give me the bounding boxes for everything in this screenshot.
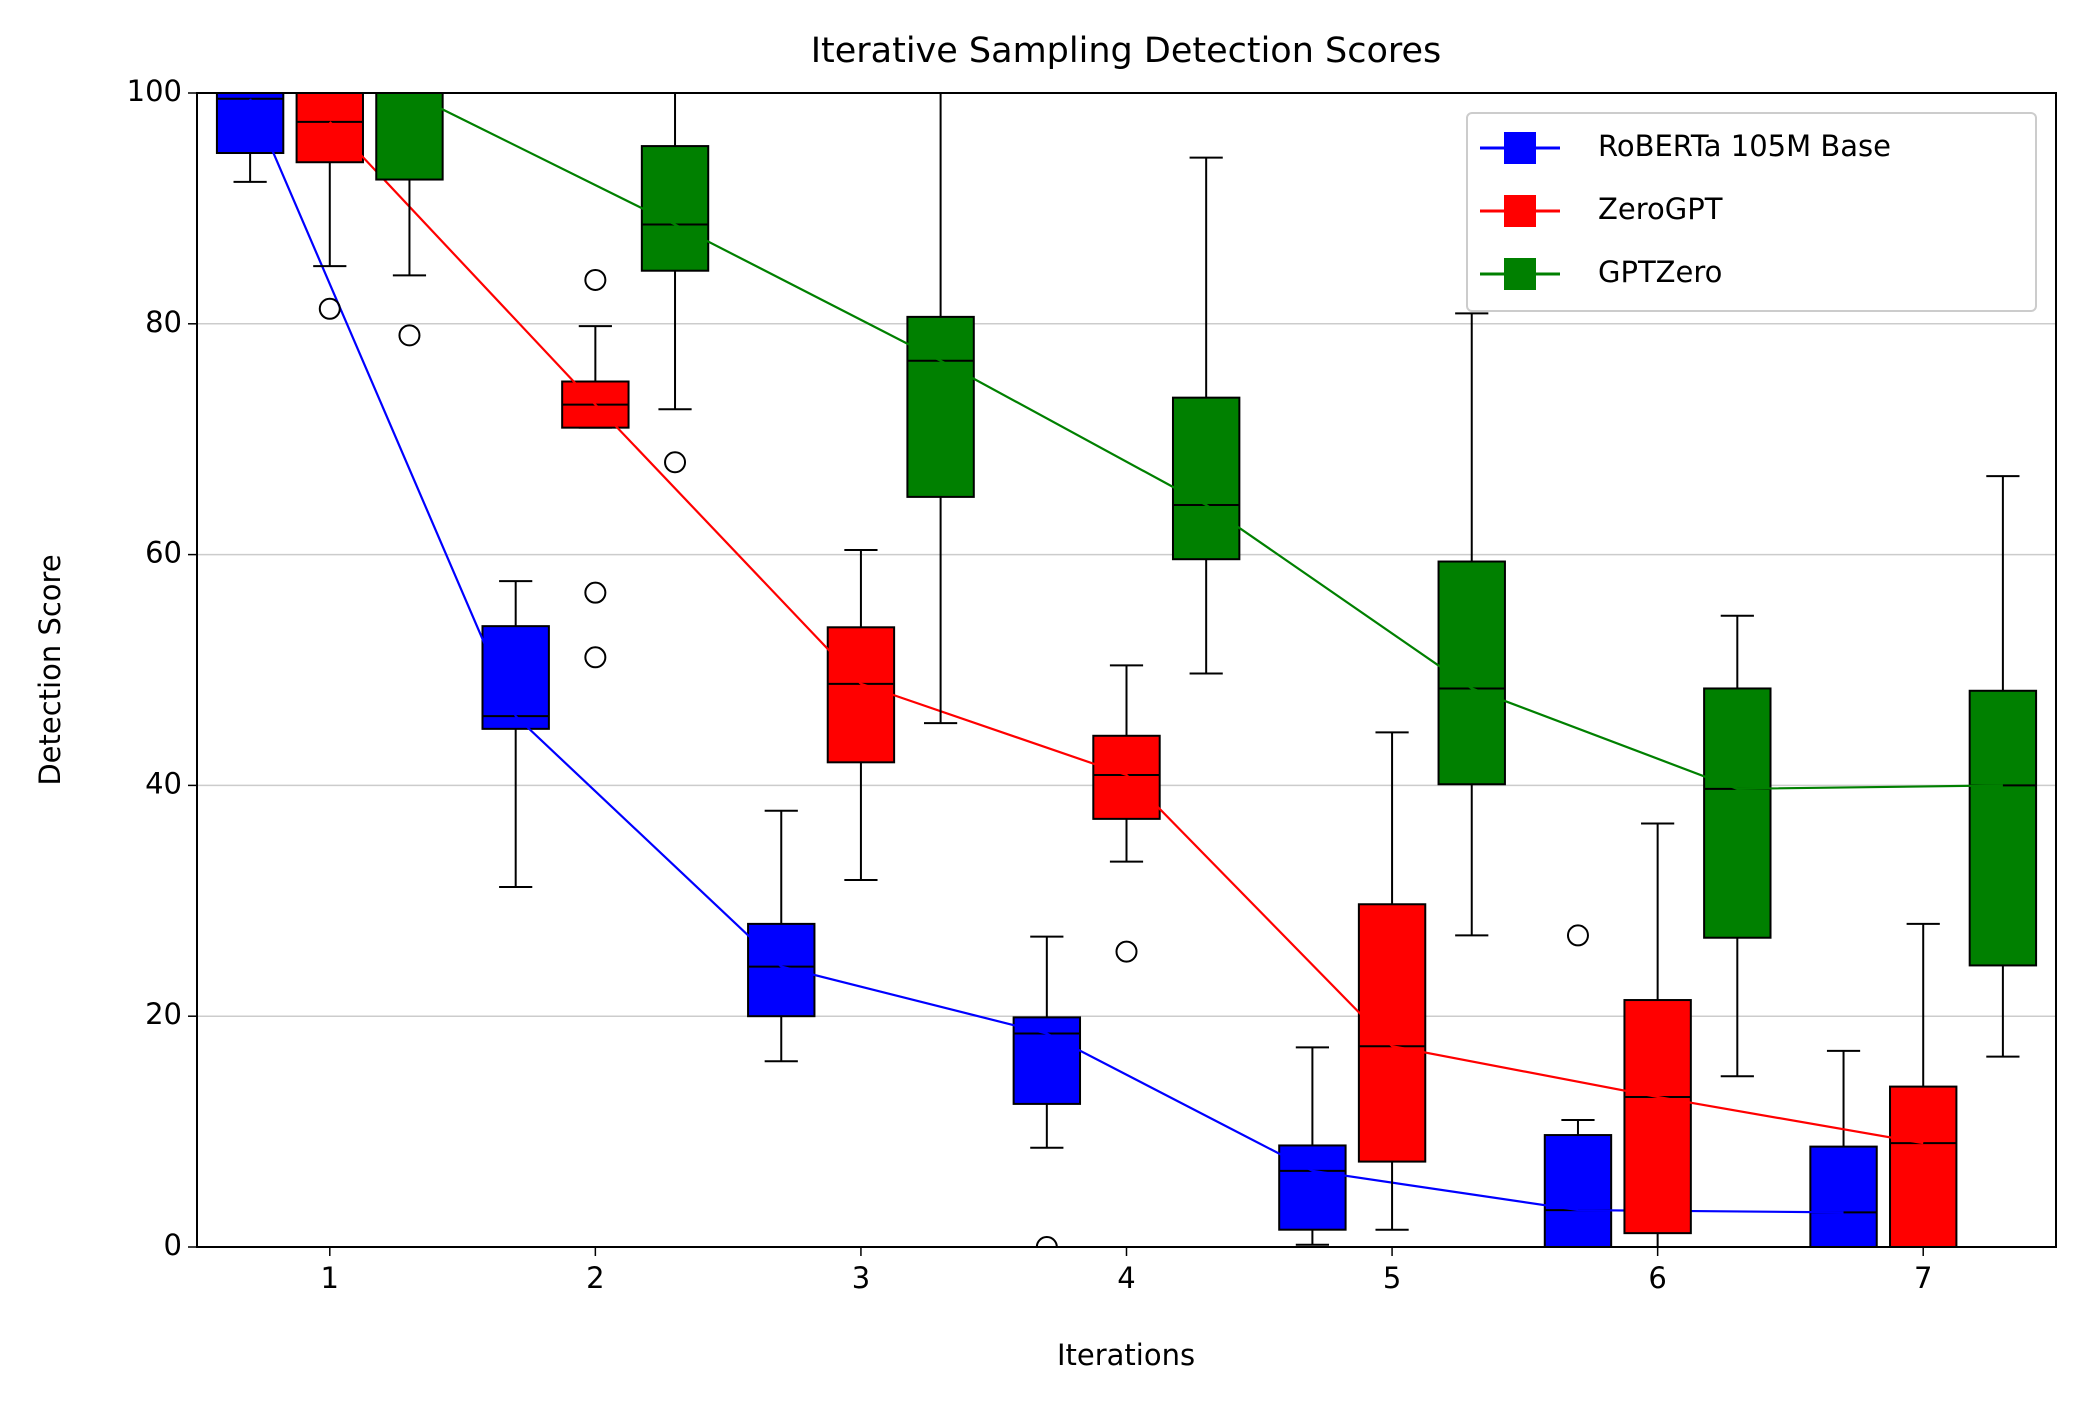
x-tick-label: 2: [586, 1261, 604, 1295]
x-tick-label: 6: [1648, 1261, 1666, 1295]
y-tick-label: 80: [145, 305, 182, 339]
median-line: [408, 93, 2003, 790]
box: [1357, 903, 1427, 1163]
legend-box: [1466, 112, 2037, 312]
box: [481, 625, 550, 730]
plot-frame: [196, 92, 2057, 1248]
x-axis-label: Iterations: [1057, 1338, 1195, 1372]
x-tick-label: 7: [1914, 1261, 1932, 1295]
box: [747, 922, 816, 1018]
x-tick-label: 5: [1383, 1261, 1401, 1295]
box: [826, 626, 896, 764]
y-tick-label: 20: [145, 997, 182, 1031]
box: [1889, 1085, 1958, 1247]
outlier: [584, 268, 607, 291]
y-tick-label: 0: [164, 1228, 182, 1262]
legend-swatch: [1504, 258, 1536, 290]
box: [1092, 734, 1161, 820]
chart-title: Iterative Sampling Detection Scores: [811, 31, 1442, 71]
outlier: [584, 646, 607, 669]
x-tick-label: 1: [321, 1261, 339, 1295]
outlier: [398, 324, 421, 347]
legend-label: RoBERTa 105M Base: [1598, 129, 1891, 163]
y-axis-label: Detection Score: [33, 554, 67, 785]
box: [1543, 1134, 1613, 1247]
box: [295, 93, 364, 164]
legend-swatch: [1504, 132, 1536, 164]
y-tick-label: 100: [127, 74, 182, 108]
legend-label: GPTZero: [1598, 255, 1722, 289]
box: [1623, 999, 1692, 1235]
box: [215, 93, 285, 155]
box: [1968, 689, 2038, 967]
box: [640, 145, 710, 272]
median-line: [249, 98, 1844, 1214]
plot: [215, 93, 2038, 1247]
outlier: [1566, 924, 1589, 947]
outlier: [1115, 940, 1138, 963]
box: [375, 93, 444, 181]
outlier: [584, 581, 607, 604]
median-line: [328, 121, 1924, 1145]
x-tick-label: 3: [852, 1261, 870, 1295]
y-tick-label: 40: [145, 766, 182, 800]
box: [1012, 1016, 1082, 1105]
legend-label: ZeroGPT: [1598, 192, 1723, 226]
outlier: [664, 451, 687, 474]
legend-swatch: [1504, 195, 1536, 227]
box: [1171, 396, 1241, 561]
x-tick-label: 4: [1117, 1261, 1135, 1295]
box: [1703, 687, 1772, 939]
outlier: [318, 297, 341, 320]
y-tick-label: 60: [145, 536, 182, 570]
box: [1809, 1145, 1878, 1247]
box: [906, 315, 975, 498]
outlier: [1035, 1236, 1058, 1247]
